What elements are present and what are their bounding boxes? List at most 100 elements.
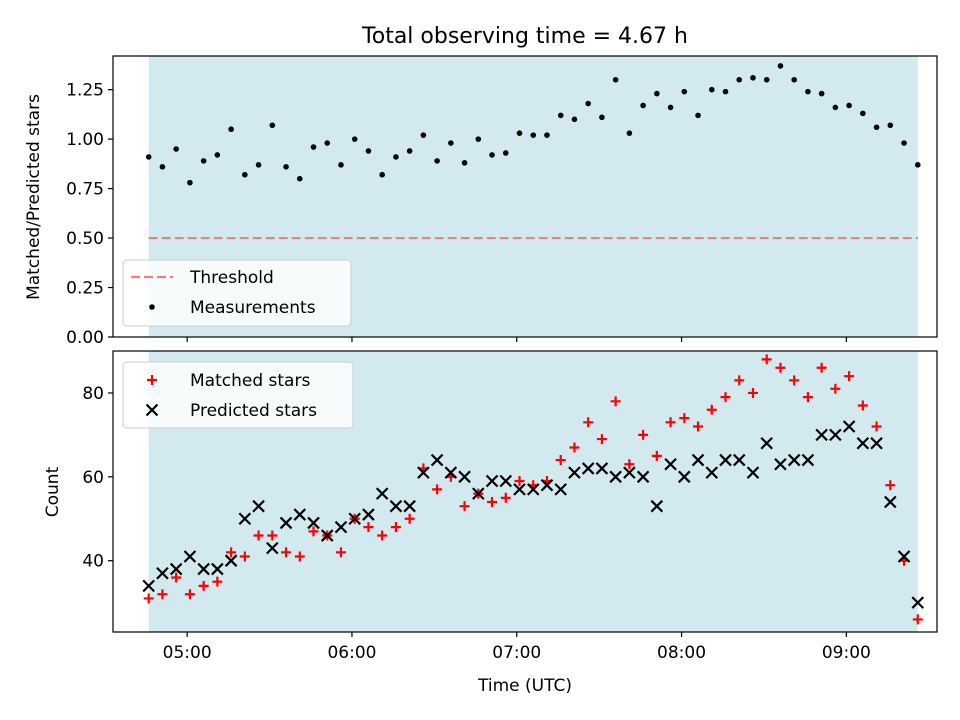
data-point — [279, 516, 293, 530]
legend-measurements-label: Measurements — [190, 298, 316, 318]
data-point — [310, 144, 317, 150]
data-point — [156, 567, 169, 580]
x-tick-label: 05:00 — [163, 643, 212, 663]
data-point — [444, 466, 458, 479]
data-point — [403, 499, 416, 513]
data-point — [706, 404, 717, 415]
axes-frame — [112, 350, 938, 633]
data-point — [159, 164, 166, 170]
data-point — [200, 158, 207, 164]
data-point — [530, 132, 537, 138]
data-point — [184, 589, 195, 600]
data-point — [448, 140, 454, 146]
bottom-y-axis-label: Count — [43, 466, 63, 517]
data-point — [857, 400, 868, 411]
data-point — [568, 466, 581, 479]
legend-box — [122, 361, 354, 429]
data-point — [242, 171, 248, 178]
data-point — [818, 90, 825, 97]
data-point — [363, 522, 374, 533]
legend-predicted-swatch — [145, 403, 159, 417]
data-point — [475, 136, 482, 142]
data-point — [887, 122, 894, 129]
data-point — [638, 429, 649, 440]
data-point — [513, 483, 526, 496]
data-point — [640, 102, 646, 109]
data-point — [554, 483, 567, 496]
y-tick-label: 0.75 — [66, 180, 104, 200]
data-point — [732, 453, 746, 467]
data-point — [145, 154, 152, 160]
data-point — [281, 547, 292, 558]
data-point — [585, 100, 591, 107]
data-point — [226, 547, 237, 558]
data-point — [736, 76, 743, 83]
series-predicted-stars — [142, 420, 925, 609]
x-tick-label: 09:00 — [822, 643, 871, 663]
y-tick-label: 60 — [82, 468, 104, 488]
data-point — [365, 148, 372, 154]
x-axis-label: Time (UTC) — [477, 676, 572, 696]
x-tick-label: 08:00 — [657, 643, 706, 663]
data-point — [871, 421, 882, 432]
data-point — [514, 476, 525, 487]
data-point — [308, 526, 319, 537]
data-point — [461, 160, 468, 166]
data-point — [761, 354, 772, 365]
data-point — [596, 434, 607, 445]
data-point — [393, 154, 399, 160]
data-point — [143, 593, 154, 604]
data-point — [544, 132, 550, 138]
data-point — [169, 562, 183, 576]
data-point — [252, 499, 265, 513]
data-point — [458, 470, 471, 484]
data-point — [500, 492, 511, 503]
data-point — [212, 576, 223, 587]
data-point — [557, 112, 564, 119]
data-point — [377, 530, 388, 541]
data-point — [269, 122, 276, 129]
data-point — [774, 457, 787, 471]
data-point — [816, 362, 827, 373]
data-point — [320, 529, 334, 542]
data-point — [650, 499, 664, 513]
data-point — [679, 413, 690, 424]
data-point — [860, 110, 866, 117]
data-point — [417, 466, 430, 479]
data-point — [187, 179, 193, 186]
data-point — [691, 453, 705, 467]
data-point — [581, 462, 595, 475]
data-point — [389, 499, 403, 513]
data-point — [430, 453, 444, 467]
data-point — [678, 470, 691, 484]
data-point — [434, 158, 440, 164]
data-point — [695, 112, 701, 119]
data-point — [267, 530, 278, 541]
data-point — [830, 383, 841, 394]
data-point — [489, 152, 495, 158]
data-point — [324, 140, 331, 146]
data-point — [870, 436, 883, 450]
data-point — [338, 162, 344, 168]
data-point — [787, 453, 801, 467]
y-tick-label: 0.50 — [66, 229, 104, 249]
data-point — [777, 63, 784, 69]
legend: Matched stars Predicted stars — [122, 361, 354, 429]
top-panel-ratio: 0.00 0.25 0.50 0.75 1.00 1.25 Threshold Measure… — [66, 55, 938, 348]
y-tick-label: 0.25 — [66, 279, 104, 299]
data-point — [791, 76, 797, 83]
data-point — [198, 580, 209, 591]
data-point — [224, 554, 238, 567]
data-point — [183, 550, 197, 563]
data-point — [705, 466, 719, 479]
data-point — [856, 436, 870, 450]
bottom-panel-counts: 40 60 80 05:00 06:00 07:00 08:00 09:00 Matched s… — [82, 350, 938, 663]
data-point — [901, 140, 907, 146]
data-point — [914, 162, 921, 168]
data-point — [609, 470, 622, 484]
data-point — [599, 114, 605, 121]
data-point — [171, 572, 182, 583]
data-point — [623, 466, 636, 479]
data-point — [571, 116, 578, 123]
